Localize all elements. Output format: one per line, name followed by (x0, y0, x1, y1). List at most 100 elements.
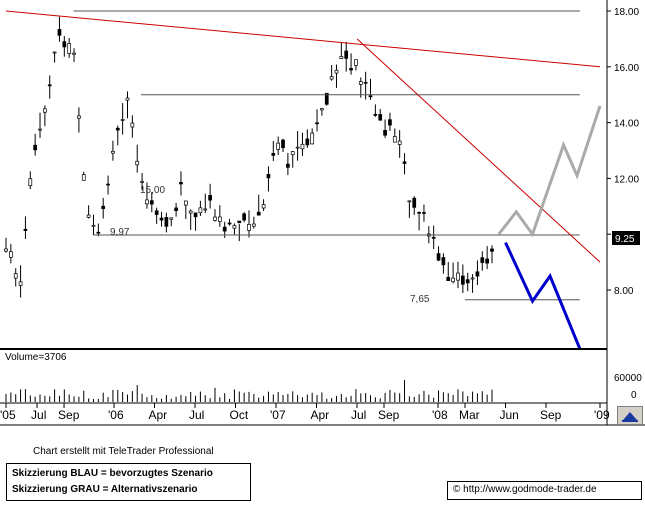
time-tick-label: Jul (31, 408, 46, 422)
price-candle (295, 146, 300, 149)
price-candle (101, 205, 106, 209)
price-candle (315, 122, 319, 125)
price-candle (4, 248, 8, 252)
last-price-badge (612, 231, 640, 245)
last-price-value: 9.25 (615, 234, 635, 245)
price-candle (106, 183, 110, 186)
price-candle (281, 139, 285, 149)
time-tick-label: Sep (378, 408, 400, 422)
chart-credit: Chart erstellt mit TeleTrader Profession… (33, 446, 214, 457)
legend-blue: Skizzierung BLAU = bevorzugtes Szenario (12, 468, 213, 479)
price-candle (349, 68, 353, 71)
price-candle (392, 136, 397, 143)
price-candle (237, 220, 242, 224)
price-candle (252, 223, 256, 227)
price-candle (81, 174, 86, 181)
price-candle (242, 213, 246, 221)
time-tick-label: '09 (594, 408, 610, 422)
price-candle (431, 236, 436, 239)
price-candle (417, 211, 421, 214)
price-candle (407, 200, 412, 203)
source-link-box[interactable]: © http://www.godmode-trader.de (447, 481, 642, 500)
price-candle (154, 210, 159, 215)
price-candle (13, 273, 18, 279)
legend-grey: Skizzierung GRAU = Alternativszenario (12, 484, 198, 495)
price-candle (33, 144, 38, 151)
price-candle (388, 119, 392, 126)
scenario-grau (497, 105, 602, 238)
price-candle (203, 208, 208, 211)
price-candle (67, 43, 72, 54)
price-candle (227, 222, 232, 225)
price-candle (23, 228, 28, 231)
price-candle (183, 200, 188, 206)
price-candle (276, 142, 281, 150)
price-candle (247, 224, 251, 231)
price-candle (475, 271, 480, 277)
price-candle (149, 200, 154, 205)
time-tick-label: Apr (311, 408, 330, 422)
price-candle (232, 225, 237, 229)
price-candle (198, 207, 203, 214)
level-label: 9,97 (110, 227, 130, 238)
price-candle (305, 138, 310, 146)
price-candle (9, 251, 13, 258)
price-candle (77, 115, 81, 119)
price-tick-label: 18.00 (614, 7, 639, 18)
time-axis: '05 Jul Sep '06 Apr Jul Oct '07 Apr Jul Sep '08 Mar J… (0, 403, 610, 422)
price-candle (383, 130, 387, 136)
price-candle (470, 277, 475, 280)
price-candle (446, 276, 451, 281)
price-candle (480, 257, 485, 263)
price-candle (402, 161, 407, 164)
price-candle (140, 180, 144, 183)
level-label: 7,65 (410, 294, 430, 305)
price-candle (465, 279, 470, 284)
time-tick-label: '07 (270, 408, 286, 422)
level-label: 15,00 (140, 185, 165, 196)
source-link[interactable]: © http://www.godmode-trader.de (453, 484, 597, 495)
price-candle (329, 76, 334, 80)
price-candle (28, 178, 33, 186)
price-bars (4, 16, 494, 298)
price-candle (135, 160, 140, 166)
price-candle (485, 258, 489, 264)
price-candle (373, 114, 378, 116)
price-candle (217, 216, 222, 222)
price-candle (460, 275, 465, 285)
price-candle (339, 56, 344, 60)
price-candle (159, 217, 164, 221)
price-candle (115, 127, 120, 131)
price-candle (354, 59, 358, 66)
time-tick-label: Mar (459, 408, 480, 422)
price-candle (286, 163, 290, 168)
price-chart: 15,009,977,65 8.0010.0012.0014.0016.0018… (0, 0, 645, 440)
price-candle (174, 207, 178, 211)
time-tick-label: Jul (189, 408, 204, 422)
price-candle (188, 210, 193, 214)
price-candle (324, 92, 329, 105)
time-tick-label: Sep (58, 408, 80, 422)
price-candle (378, 114, 383, 121)
volume-bars (5, 379, 493, 402)
price-tick-label: 16.00 (614, 63, 639, 74)
time-tick-label: Apr (149, 408, 168, 422)
chart-tool-button[interactable] (617, 406, 643, 425)
price-candle (208, 195, 212, 201)
time-tick-label: '05 (0, 408, 16, 422)
chart-background (0, 0, 645, 440)
price-candle (62, 41, 67, 48)
price-candle (72, 52, 76, 55)
price-candle (213, 216, 217, 221)
price-candle (91, 224, 96, 227)
price-candle (310, 132, 315, 145)
price-candle (57, 29, 62, 36)
price-tick-label: 12.00 (614, 174, 639, 185)
time-tick-label: Jun (500, 408, 519, 422)
price-tick-label: 8.00 (614, 286, 634, 297)
scenario-lines (497, 105, 602, 350)
price-candle (266, 174, 271, 179)
price-candle (43, 108, 47, 113)
price-candle (271, 153, 276, 156)
price-candle (290, 151, 295, 156)
